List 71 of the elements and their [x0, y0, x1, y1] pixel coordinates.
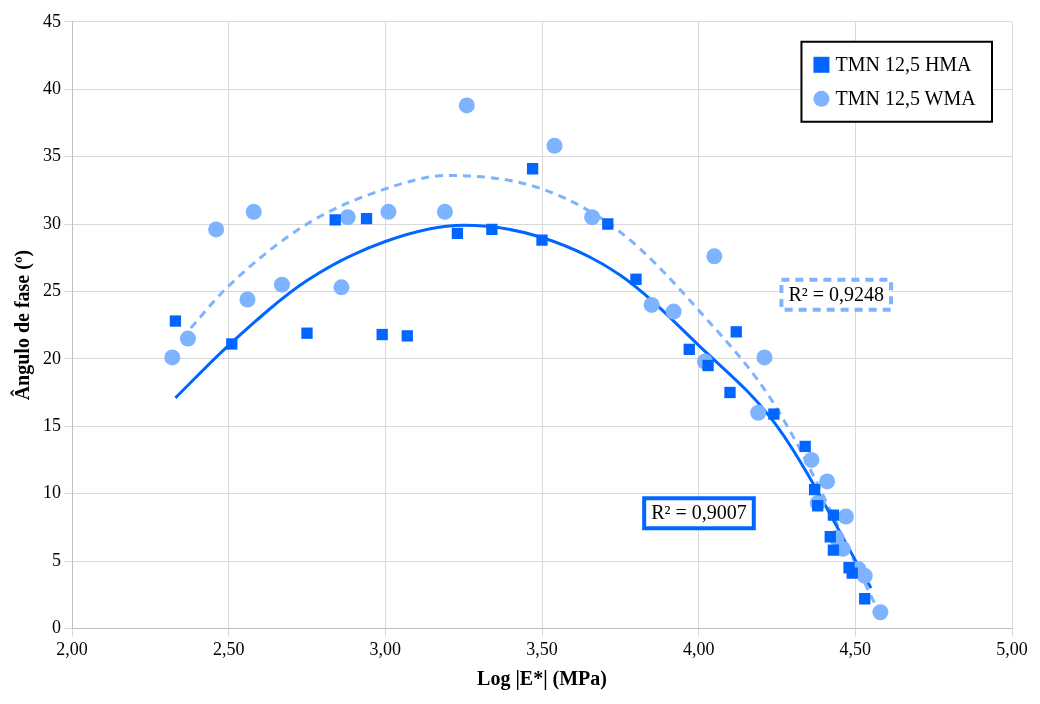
y-tick-label: 45 [43, 10, 61, 31]
point [245, 203, 262, 220]
annotation: R² = 0,9248 [788, 283, 885, 306]
point [333, 279, 350, 296]
point [706, 248, 723, 265]
point [859, 593, 871, 605]
y-tick-label: 15 [43, 414, 61, 435]
point [436, 203, 453, 220]
point [301, 327, 313, 339]
point [846, 567, 858, 579]
point [239, 291, 256, 308]
x-tick-label: 3,50 [526, 638, 558, 659]
y-tick-label: 5 [52, 549, 61, 570]
point [643, 296, 660, 313]
x-tick-label: 4,00 [682, 638, 715, 659]
point [799, 440, 811, 453]
point [360, 212, 373, 225]
point [750, 404, 767, 421]
point [329, 214, 341, 226]
x-tick-label: 2,00 [56, 638, 88, 659]
point [665, 303, 682, 320]
y-tick-label: 10 [43, 482, 61, 503]
point [827, 544, 840, 556]
point [768, 408, 780, 420]
point [819, 473, 836, 490]
point [824, 531, 836, 543]
point [837, 508, 854, 525]
y-tick-label: 25 [43, 280, 61, 301]
point [164, 349, 181, 366]
x-tick-label: 5,00 [996, 638, 1028, 659]
y-tick-label: 30 [43, 212, 61, 233]
point [179, 330, 196, 347]
y-tick-label: 35 [43, 145, 61, 166]
point [458, 97, 475, 114]
point [376, 328, 388, 341]
legend-label: TMN 12,5 HMA [835, 53, 973, 76]
point [827, 509, 840, 521]
point [702, 359, 714, 372]
point [169, 315, 182, 327]
annotation: R² = 0,9007 [651, 501, 747, 524]
point [724, 386, 736, 399]
x-tick-label: 4,50 [839, 638, 872, 659]
x-axis-title: Log |E*| (MPa) [477, 667, 607, 691]
y-tick-label: 40 [43, 77, 61, 98]
point [584, 209, 601, 226]
legend-label: TMN 12,5 WMA [835, 87, 977, 110]
point [226, 338, 238, 350]
point [451, 227, 464, 240]
point [380, 203, 397, 220]
point [526, 163, 539, 175]
point [683, 343, 695, 356]
point [803, 451, 820, 468]
y-tick-label: 20 [43, 347, 61, 368]
point [208, 221, 225, 238]
point [273, 276, 290, 293]
point [339, 209, 356, 226]
point [872, 604, 889, 621]
point [808, 483, 821, 496]
point [856, 567, 873, 584]
point [730, 326, 742, 338]
point [536, 234, 548, 246]
point [630, 273, 642, 285]
point [486, 223, 498, 236]
point [401, 330, 413, 342]
point [756, 349, 773, 366]
point [546, 137, 563, 154]
x-tick-label: 3,00 [369, 638, 402, 659]
point [602, 218, 614, 230]
y-axis-title: Ângulo de fase (º) [10, 249, 35, 401]
x-tick-label: 2,50 [212, 638, 245, 659]
y-tick-label: 0 [52, 617, 61, 638]
